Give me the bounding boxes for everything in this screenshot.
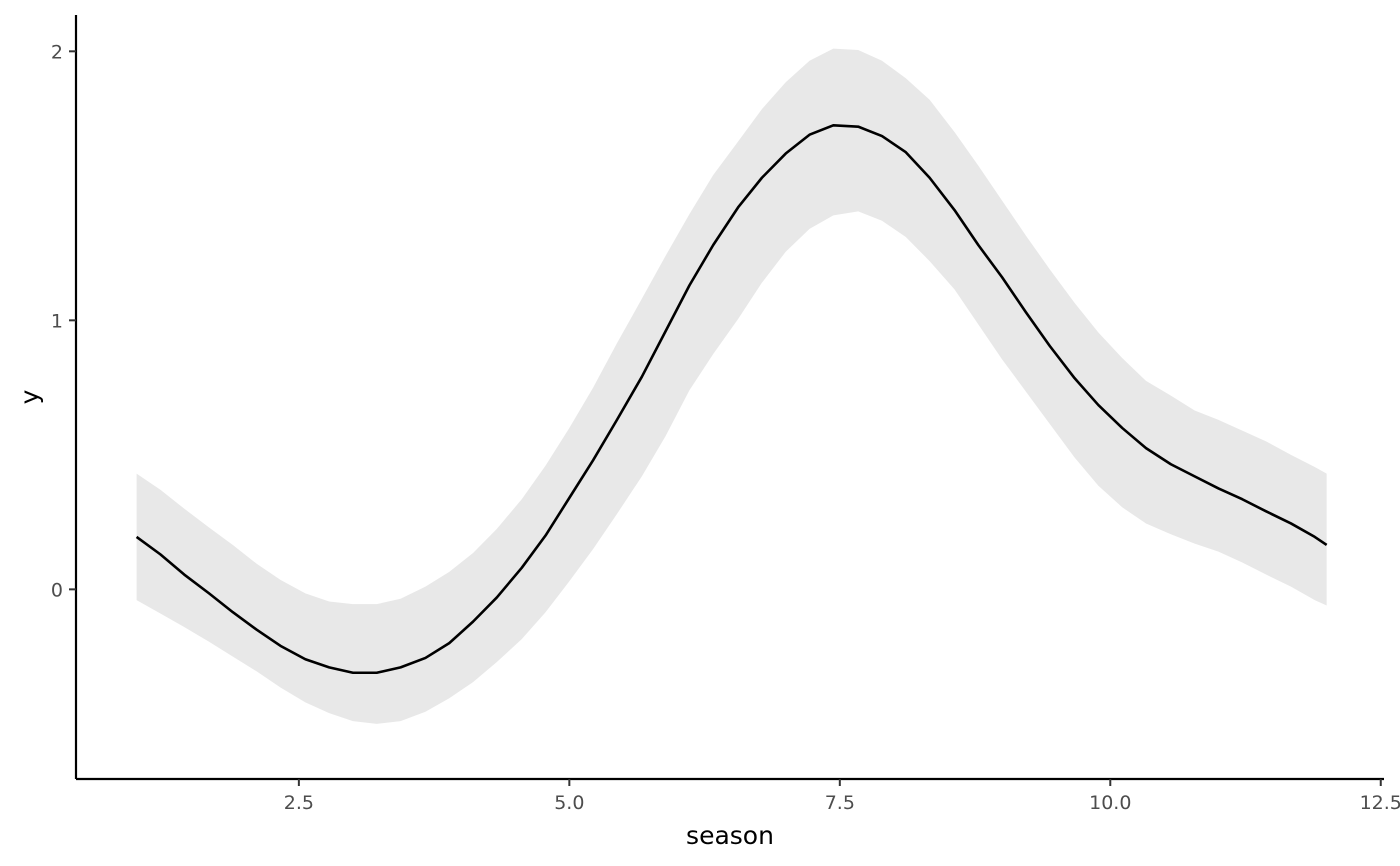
y-axis-title: y — [15, 389, 44, 404]
x-tick-label: 12.5 — [1360, 792, 1400, 814]
confidence-band — [136, 48, 1327, 724]
x-ticks: 2.5 5.0 7.5 10.0 12.5 — [284, 779, 1400, 814]
confidence-band-layer — [136, 48, 1327, 724]
x-tick-label: 10.0 — [1089, 792, 1131, 814]
x-tick-label: 7.5 — [825, 792, 855, 814]
line-layer — [135, 124, 1328, 675]
x-axis-title: season — [686, 821, 774, 850]
y-tick-label: 2 — [51, 41, 63, 63]
y-tick-label: 1 — [51, 310, 63, 332]
y-tick-label: 0 — [51, 579, 63, 601]
x-tick-label: 2.5 — [284, 792, 314, 814]
x-tick-label: 5.0 — [554, 792, 584, 814]
y-ticks: 0 1 2 — [51, 41, 76, 601]
axes-layer — [74, 15, 1384, 781]
series-line — [135, 124, 1328, 675]
